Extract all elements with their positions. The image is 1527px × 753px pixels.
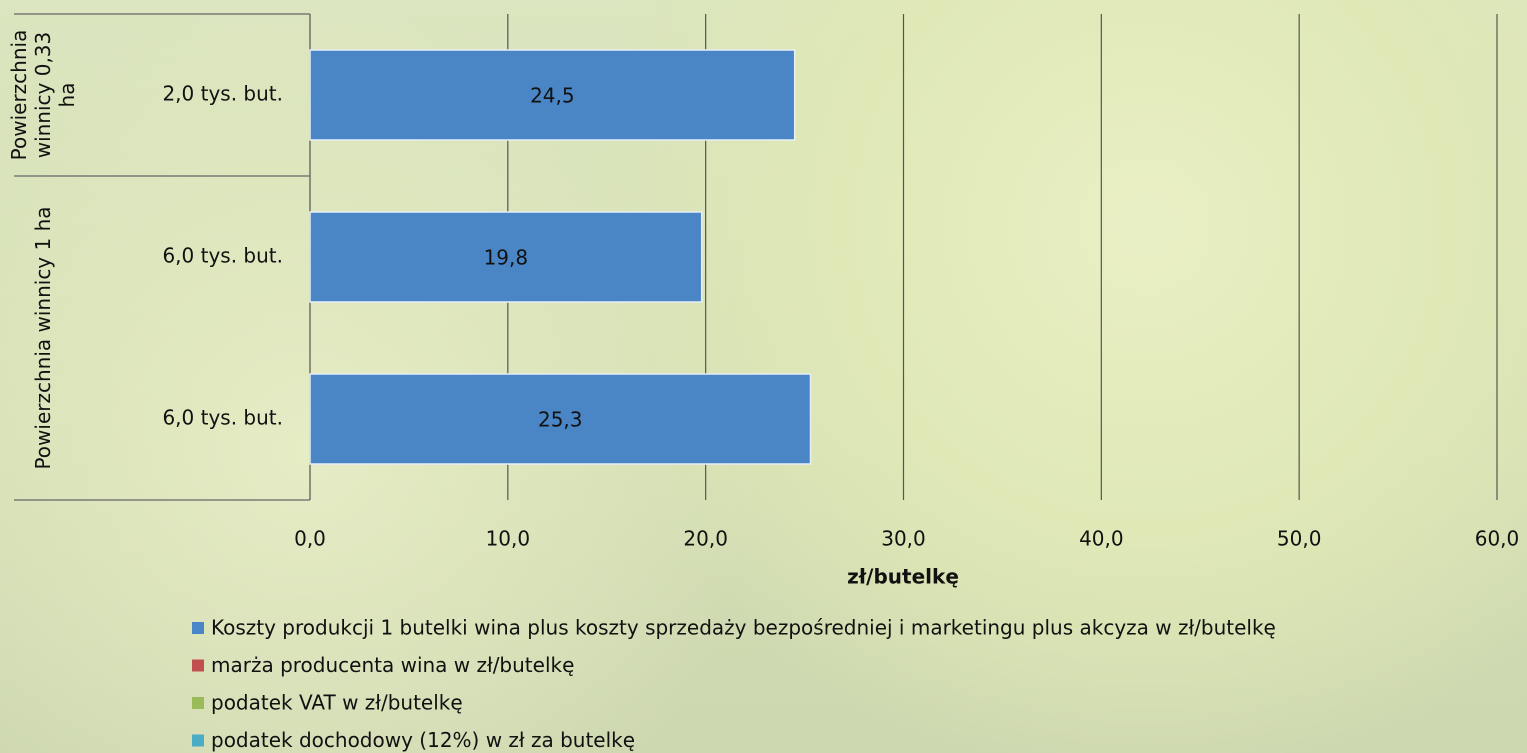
x-tick-label: 30,0: [881, 527, 926, 551]
bar: [309, 49, 796, 141]
legend-swatch: [192, 622, 204, 634]
group-label: Powierzchnia winnicy 1 ha: [31, 206, 55, 470]
x-tick-label: 40,0: [1079, 527, 1124, 551]
data-label: 19,8: [484, 246, 529, 270]
legend-label: Koszty produkcji 1 butelki wina plus kos…: [211, 616, 1276, 640]
legend-swatch: [192, 697, 204, 709]
x-tick-label: 50,0: [1277, 527, 1322, 551]
data-label: 24,5: [530, 84, 575, 108]
x-tick-label: 0,0: [294, 527, 326, 551]
x-axis-title: zł/butelkę: [847, 565, 959, 589]
y-tick-label: 2,0 tys. but.: [162, 82, 283, 106]
y-tick-label: 6,0 tys. but.: [162, 244, 283, 268]
y-tick-label: 6,0 tys. but.: [162, 406, 283, 430]
legend-swatch: [192, 659, 204, 672]
legend-swatch: [192, 734, 204, 747]
x-tick-label: 10,0: [486, 527, 531, 551]
x-tick-label: 60,0: [1475, 527, 1520, 551]
group-label: Powierzchnia winnicy 0,33 ha: [7, 29, 79, 161]
x-tick-label: 20,0: [683, 527, 728, 551]
bar: [309, 373, 812, 465]
data-label: 25,3: [538, 408, 583, 432]
bar: [309, 211, 703, 303]
legend-label: podatek VAT w zł/butelkę: [211, 691, 463, 715]
legend-label: podatek dochodowy (12%) w zł za butelkę: [211, 728, 635, 752]
legend-label: marża producenta wina w zł/butelkę: [211, 653, 574, 677]
